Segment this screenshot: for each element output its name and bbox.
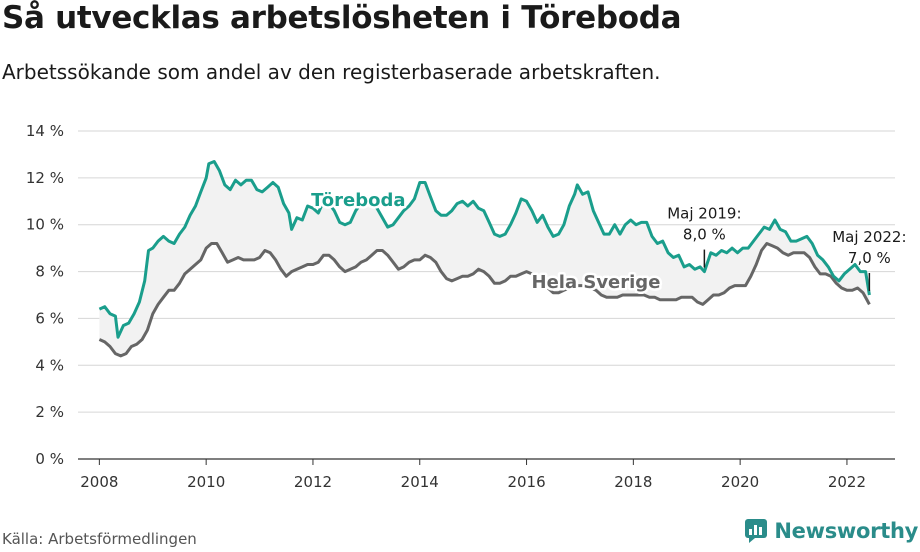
x-tick-label: 2012 <box>294 473 332 491</box>
annotation-label: Maj 2019: <box>667 205 741 223</box>
y-tick-label: 4 % <box>35 356 64 374</box>
y-tick-label: 8 % <box>35 263 64 281</box>
axis-layer: 0 % 2 % 4 % 6 % 8 % 10 % 12 % 14 % 2008 2010 2012 2… <box>26 122 895 491</box>
y-tick-label: 2 % <box>35 403 64 421</box>
series-line-hela-sverige <box>98 242 871 358</box>
source-note: Källa: Arbetsförmedlingen <box>2 530 197 548</box>
annotation-layer: Töreboda Hela Sverige Maj 2019: 8,0 % Maj 20… <box>309 187 907 295</box>
page-title: Så utvecklas arbetslösheten i Töreboda <box>2 0 682 36</box>
series-label: Hela Sverige <box>532 272 661 293</box>
brand-logo[interactable]: Newsworthy <box>744 518 918 544</box>
difference-band <box>99 161 870 356</box>
series-line-toreboda <box>98 160 871 339</box>
series-layer <box>98 160 871 358</box>
annotation-value: 7,0 % <box>848 249 891 267</box>
annotation-value: 8,0 % <box>683 226 726 244</box>
newsworthy-logo-icon <box>745 519 768 543</box>
x-tick-label: 2014 <box>401 473 439 491</box>
series-label: Töreboda <box>311 190 405 211</box>
annotation-label: Maj 2022: <box>832 228 906 246</box>
page-subtitle: Arbetssökande som andel av den registerb… <box>2 60 661 84</box>
x-tick-label: 2022 <box>828 473 866 491</box>
x-tick-label: 2016 <box>507 473 545 491</box>
x-tick-label: 2018 <box>614 473 652 491</box>
x-tick-label: 2010 <box>187 473 225 491</box>
x-tick-label: 2008 <box>80 473 118 491</box>
y-tick-label: 14 % <box>26 122 64 140</box>
brand-name: Newsworthy <box>774 519 918 543</box>
y-tick-label: 10 % <box>26 216 64 234</box>
y-tick-label: 0 % <box>35 450 64 468</box>
band-layer <box>99 161 870 356</box>
y-tick-label: 6 % <box>35 309 64 327</box>
x-tick-label: 2020 <box>721 473 759 491</box>
y-tick-label: 12 % <box>26 169 64 187</box>
